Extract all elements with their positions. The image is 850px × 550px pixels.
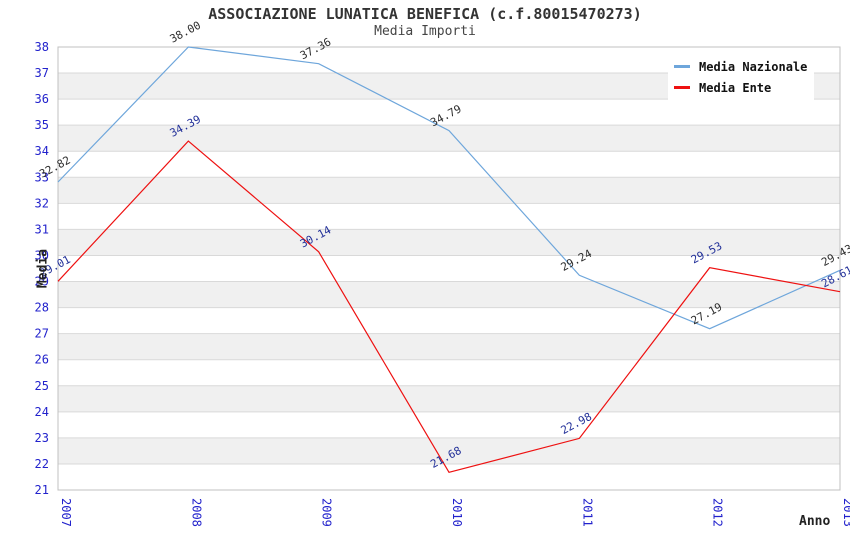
data-label: 22.98 xyxy=(559,410,594,437)
y-tick-label: 38 xyxy=(35,40,49,54)
plot-border xyxy=(57,46,841,491)
grid-band xyxy=(58,385,840,412)
grid-band xyxy=(58,229,840,256)
chart-subtitle: Media Importi xyxy=(374,24,476,39)
x-tick-label: 2010 xyxy=(450,498,464,527)
data-label: 38.00 xyxy=(168,19,203,46)
x-tick-label: 2012 xyxy=(711,498,725,527)
grid-band xyxy=(58,125,840,152)
legend-label: Media Ente xyxy=(699,80,772,95)
legend: Media Nazionale Media Ente xyxy=(668,53,814,101)
legend-item-media-nazionale: Media Nazionale xyxy=(674,60,814,74)
y-tick-label: 24 xyxy=(35,405,49,419)
chart-title: ASSOCIAZIONE LUNATICA BENEFICA (c.f.8001… xyxy=(208,5,642,23)
y-tick-label: 22 xyxy=(35,457,49,471)
grid-band xyxy=(58,437,840,464)
x-tick-label: 2011 xyxy=(580,498,594,527)
grid-band xyxy=(58,177,840,204)
series-line-media-nazionale xyxy=(57,46,841,330)
x-tick-label: 2013 xyxy=(841,498,850,527)
x-tick-label: 2009 xyxy=(320,498,334,527)
legend-line-marker-blue xyxy=(674,65,690,68)
series-line-media-ente xyxy=(57,140,841,473)
y-tick-label: 30 xyxy=(35,248,49,262)
x-tick-label: 2007 xyxy=(59,498,73,527)
y-tick-label: 37 xyxy=(35,66,49,80)
grid-band xyxy=(58,281,840,308)
x-tick-label: 2008 xyxy=(189,498,203,527)
y-tick-label: 25 xyxy=(35,379,49,393)
y-tick-label: 31 xyxy=(35,222,49,236)
y-tick-label: 36 xyxy=(35,92,49,106)
grid-band xyxy=(58,333,840,360)
y-tick-label: 26 xyxy=(35,353,49,367)
y-tick-label: 27 xyxy=(35,327,49,341)
x-axis-title: Anno xyxy=(799,514,831,529)
y-axis-title: Media xyxy=(35,248,51,289)
y-tick-label: 35 xyxy=(35,118,49,132)
y-tick-label: 23 xyxy=(35,431,49,445)
y-tick-label: 32 xyxy=(35,196,49,210)
y-tick-label: 29 xyxy=(35,275,49,289)
y-tick-label: 21 xyxy=(35,483,49,497)
y-tick-label: 28 xyxy=(35,301,49,315)
data-label: 37.36 xyxy=(298,35,333,62)
legend-line-marker-red xyxy=(674,86,690,89)
legend-item-media-ente: Media Ente xyxy=(674,81,814,95)
legend-label: Media Nazionale xyxy=(699,59,808,74)
y-tick-label: 33 xyxy=(35,170,49,184)
y-tick-label: 34 xyxy=(35,144,49,158)
